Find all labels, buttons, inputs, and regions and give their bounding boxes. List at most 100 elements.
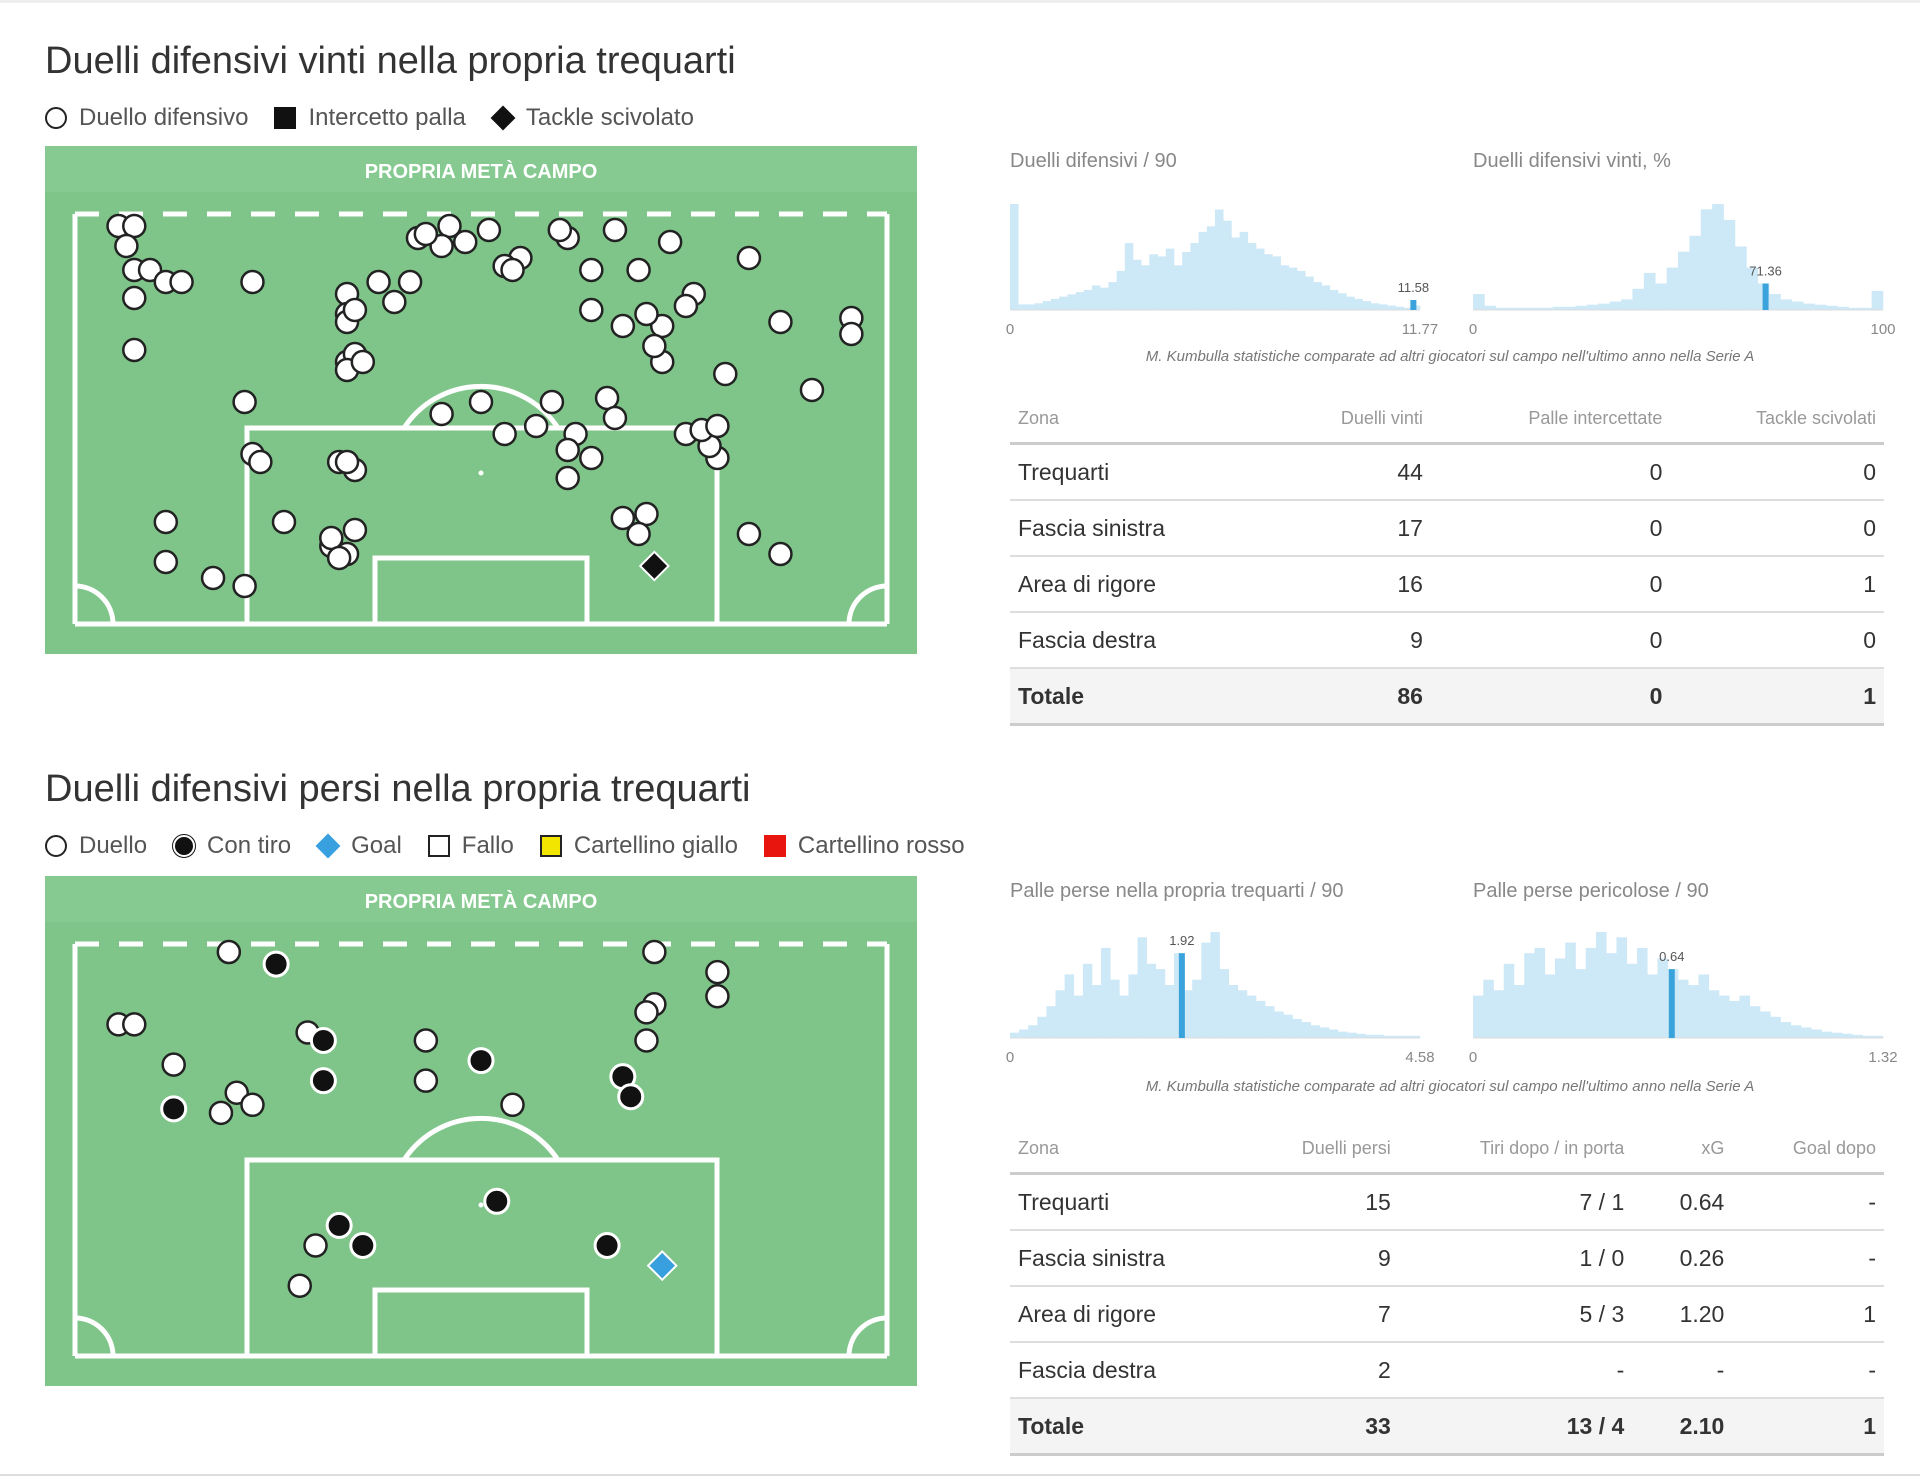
hist-bar — [1283, 1014, 1293, 1038]
pitch-background — [45, 876, 917, 1386]
duel-marker — [271, 509, 297, 535]
hist-bar — [1739, 995, 1751, 1038]
pitch-won-svg: PROPRIA METÀ CAMPO — [45, 146, 917, 654]
hist-bar — [1862, 1035, 1874, 1038]
duel-marker — [500, 257, 525, 283]
hist-bar — [1598, 303, 1610, 310]
hist-lost-caption: M. Kumbulla statistiche comparate ad alt… — [1145, 1078, 1755, 1095]
hist-bar — [1700, 209, 1713, 310]
hist-bar — [1643, 272, 1656, 310]
table-cell: 9 — [1237, 1230, 1399, 1287]
table-total-row: Totale 33 13 / 4 2.10 1 — [1010, 1398, 1884, 1456]
hist-bar — [1621, 299, 1633, 310]
duel-marker — [208, 1100, 234, 1126]
hist-bar — [1387, 305, 1396, 310]
table-cell: 0.26 — [1632, 1230, 1733, 1287]
hist-bar — [1575, 305, 1588, 310]
duel-marker — [768, 541, 793, 567]
hist-bar — [1564, 306, 1576, 310]
hist-bar — [1698, 974, 1710, 1038]
hist-bar — [1712, 204, 1724, 310]
table-cell: Area di rigore — [1010, 1286, 1238, 1343]
duel-marker — [169, 269, 194, 295]
black-diamond-icon — [490, 105, 516, 131]
table-total-cell: Totale — [1010, 668, 1268, 726]
red-card-icon — [763, 835, 786, 857]
duel-marker — [492, 421, 517, 447]
duel-marker — [799, 377, 825, 403]
hist-bar — [1073, 995, 1084, 1038]
hist-bar — [1395, 306, 1404, 310]
hist-bar — [1034, 303, 1044, 310]
hist-bar — [1092, 985, 1102, 1038]
hist-lost-2-title: Palle perse pericolose / 90 — [1473, 880, 1709, 902]
legend-won: Duello difensivo Intercetto palla Tackle s… — [45, 104, 720, 132]
goal-area — [372, 555, 590, 627]
hist-bar — [1051, 298, 1060, 310]
hist-bar — [1116, 270, 1126, 310]
hist-bar — [1319, 1027, 1330, 1038]
hist-player-value: 0.64 — [1659, 949, 1684, 964]
hist-bar — [1473, 294, 1485, 310]
hist-bar — [1392, 1035, 1403, 1038]
column-header: Tiri dopo / in porta — [1398, 1124, 1633, 1175]
hist-bar — [1379, 304, 1388, 310]
hist-bar — [1632, 288, 1645, 310]
table-cell: - — [1398, 1342, 1633, 1399]
table-cell: Fascia destra — [1010, 1342, 1238, 1399]
corner-arc-right — [846, 583, 888, 625]
hist-bar — [1555, 958, 1566, 1038]
duel-marker — [287, 1273, 313, 1298]
column-header: Goal dopo — [1732, 1124, 1884, 1175]
duel-with-shot-marker — [349, 1232, 377, 1259]
hist-bar — [1484, 305, 1497, 310]
table-total-cell: 13 / 4 — [1398, 1398, 1633, 1456]
pitch-lines — [72, 211, 890, 627]
hist-bar — [1182, 251, 1191, 310]
hist-lost-1-title: Palle perse nella propria trequarti / 90 — [1010, 880, 1344, 902]
pitch-lines — [72, 941, 890, 1359]
hist-bar — [1246, 995, 1257, 1038]
duel-marker — [705, 984, 730, 1009]
column-header: Duelli vinti — [1267, 394, 1431, 445]
hist-bar — [1292, 1018, 1302, 1038]
hist-bar — [1565, 942, 1576, 1038]
section-title-won: Duelli difensivi vinti nella propria tre… — [45, 40, 736, 82]
hist-bar — [1678, 979, 1689, 1038]
hist-bar — [1338, 293, 1347, 310]
hist-bar — [1534, 947, 1546, 1038]
hist-bar — [1083, 289, 1093, 310]
hist-won-caption: M. Kumbulla statistiche comparate ad alt… — [1145, 348, 1755, 365]
hist-bar — [1760, 1011, 1771, 1038]
column-header: Tackle scivolati — [1670, 394, 1884, 445]
column-header: Palle intercettate — [1430, 394, 1671, 445]
hist-axis-min: 0 — [1006, 321, 1014, 338]
hist-bar — [1689, 235, 1702, 310]
hist-bar — [1723, 219, 1736, 310]
hist-bar — [1297, 270, 1306, 310]
hist-bar — [1010, 1032, 1020, 1038]
hist-bar — [1264, 254, 1273, 310]
hist-bar — [1606, 953, 1617, 1038]
section-title-lost: Duelli difensivi persi nella propria tre… — [45, 768, 751, 810]
pitch-band — [45, 146, 917, 192]
hist-bar — [1708, 990, 1720, 1038]
hist-player-value: 71.36 — [1749, 264, 1782, 279]
hist-bar — [1231, 237, 1240, 310]
table-header-row: Zona Duelli vinti Palle intercettate Tackle… — [1010, 394, 1884, 445]
hist-axis-max: 100 — [1870, 321, 1895, 338]
hist-bar — [1018, 304, 1027, 310]
hist-bar — [1064, 974, 1075, 1038]
hist-bar — [1541, 307, 1554, 310]
table-row: Fascia sinistra 9 1 / 0 0.26- — [1010, 1230, 1884, 1287]
hist-bar — [1164, 985, 1175, 1038]
duel-marker — [705, 413, 730, 439]
hist-player-value: 11.58 — [1398, 280, 1430, 295]
hist-bar — [1328, 1029, 1339, 1038]
legend-label: Tackle scivolato — [525, 104, 694, 131]
hist-bar — [1146, 963, 1157, 1038]
penalty-spot — [478, 1202, 484, 1208]
hist-bar — [1688, 985, 1699, 1038]
table-cell: 1 — [1670, 556, 1884, 613]
hist-bar — [1826, 305, 1838, 310]
